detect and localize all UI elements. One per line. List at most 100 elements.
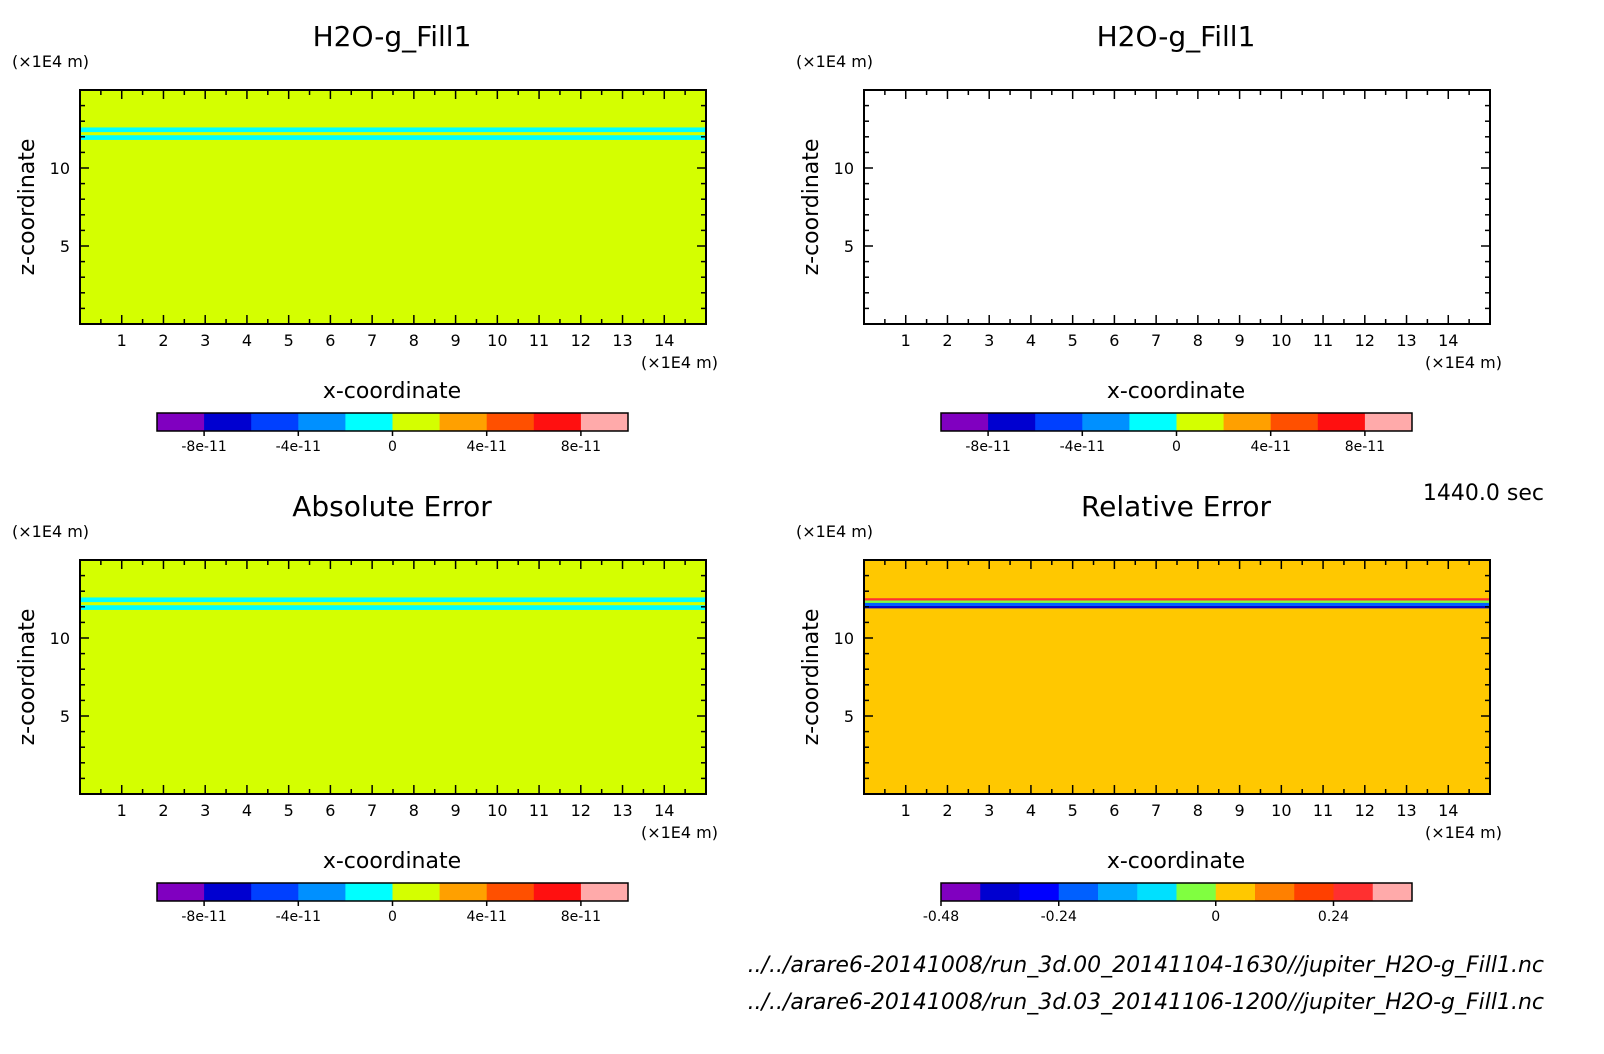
x-tick-label: 1: [901, 331, 911, 350]
x-tick-label: 12: [571, 801, 591, 820]
colorbar-swatch: [1137, 883, 1177, 901]
x-tick-label: 14: [1438, 801, 1458, 820]
colorbar-swatch: [1255, 883, 1295, 901]
x-tick-label: 7: [1151, 801, 1161, 820]
x-unit-label: (×1E4 m): [1425, 353, 1502, 372]
y-tick-label: 5: [60, 707, 70, 726]
x-tick-label: 3: [984, 801, 994, 820]
colorbar-swatch: [580, 413, 629, 431]
data-band-4: [864, 606, 1490, 609]
x-tick-label: 10: [1271, 801, 1291, 820]
chart-panel-2: H2O-g_Fill1(×1E4 m)1 2 3 4 5 6 7 8 9 10 11 12 13 14(×…: [796, 20, 1502, 455]
colorbar-swatch: [486, 883, 535, 901]
colorbar-label: -8e-11: [181, 909, 226, 925]
colorbar-swatch: [251, 883, 299, 901]
colorbar-label: -4e-11: [1060, 439, 1105, 455]
x-tick-label: 12: [571, 331, 591, 350]
x-tick-label: 2: [158, 331, 168, 350]
x-tick-label: 5: [1068, 331, 1078, 350]
x-tick-label: 11: [1313, 801, 1333, 820]
colorbar-swatch: [1270, 413, 1319, 431]
colorbar-swatch: [298, 413, 346, 431]
x-tick-label: 8: [409, 801, 419, 820]
colorbar-label: 0: [1211, 909, 1220, 925]
x-tick-label: 4: [1026, 801, 1036, 820]
x-tick-label: 7: [367, 801, 377, 820]
y-tick-label: 5: [60, 237, 70, 256]
colorbar-label: -8e-11: [181, 439, 226, 455]
x-tick-label: 1: [901, 801, 911, 820]
x-axis-label: x-coordinate: [1107, 849, 1245, 874]
x-tick-label: 10: [1271, 331, 1291, 350]
colorbar-label: -4e-11: [276, 439, 321, 455]
x-tick-label: 4: [1026, 331, 1036, 350]
colorbar-label: 8e-11: [1345, 439, 1385, 455]
x-tick-label: 6: [325, 801, 335, 820]
x-tick-label: 2: [942, 331, 952, 350]
y-unit-label: (×1E4 m): [796, 522, 873, 541]
y-unit-label: (×1E4 m): [12, 52, 89, 71]
x-tick-label: 7: [1151, 331, 1161, 350]
x-tick-label: 9: [1235, 801, 1245, 820]
chart-panel-3: Absolute Error(×1E4 m)1 2 3 4 5 6 7 8 9 10 11 12 13 1…: [12, 490, 718, 925]
colorbar-swatch: [1082, 413, 1130, 431]
data-band-1: [864, 598, 1490, 601]
x-tick-label: 5: [284, 801, 294, 820]
y-tick-label: 10: [50, 629, 70, 648]
colorbar-frame: [940, 882, 1413, 902]
x-tick-label: 3: [200, 801, 210, 820]
data-band-2: [864, 600, 1490, 603]
colorbar-swatch: [941, 413, 989, 431]
colorbar-label: 0: [388, 909, 397, 925]
y-axis-label: z-coordinate: [15, 139, 40, 276]
y-axis-label: z-coordinate: [799, 609, 824, 746]
x-tick-label: 8: [1193, 331, 1203, 350]
colorbar-label: 0: [388, 439, 397, 455]
x-tick-label: 3: [200, 331, 210, 350]
chart-title: Absolute Error: [292, 490, 492, 523]
x-tick-label: 7: [367, 331, 377, 350]
x-tick-label: 3: [984, 331, 994, 350]
x-tick-label: 13: [1396, 801, 1416, 820]
colorbar-label: 0.24: [1318, 909, 1349, 925]
x-tick-label: 13: [612, 331, 632, 350]
colorbar-swatch: [157, 413, 205, 431]
y-tick-label: 5: [844, 707, 854, 726]
colorbar-label: 8e-11: [561, 909, 601, 925]
x-axis-label: x-coordinate: [1107, 379, 1245, 404]
x-tick-label: 9: [451, 801, 461, 820]
chart-title: Relative Error: [1081, 490, 1272, 523]
x-tick-label: 8: [409, 331, 419, 350]
colorbar-swatch: [1098, 883, 1138, 901]
data-band-2: [80, 605, 706, 610]
plot-area: [864, 90, 1490, 324]
y-axis-label: z-coordinate: [799, 139, 824, 276]
x-tick-label: 8: [1193, 801, 1203, 820]
x-tick-label: 5: [1068, 801, 1078, 820]
x-tick-label: 2: [158, 801, 168, 820]
x-axis-label: x-coordinate: [323, 379, 461, 404]
data-band-3: [864, 602, 1490, 607]
colorbar-label: -0.24: [1041, 909, 1077, 925]
x-tick-label: 6: [1109, 331, 1119, 350]
colorbar-label: 4e-11: [1251, 439, 1291, 455]
chart-title: H2O-g_Fill1: [313, 20, 472, 53]
x-tick-label: 9: [1235, 331, 1245, 350]
x-tick-label: 11: [529, 801, 549, 820]
plot-area: [864, 560, 1490, 794]
colorbar-swatch: [157, 883, 205, 901]
colorbar-swatch: [533, 413, 582, 431]
x-tick-label: 5: [284, 331, 294, 350]
colorbar-label: 0: [1172, 439, 1181, 455]
x-tick-label: 14: [654, 801, 674, 820]
data-band-1: [80, 597, 706, 603]
x-tick-label: 14: [1438, 331, 1458, 350]
chart-title: H2O-g_Fill1: [1097, 20, 1256, 53]
colorbar-swatch: [345, 413, 393, 431]
colorbar-label: -4e-11: [276, 909, 321, 925]
x-tick-label: 12: [1355, 331, 1375, 350]
x-tick-label: 6: [1109, 801, 1119, 820]
y-axis-label: z-coordinate: [15, 609, 40, 746]
x-unit-label: (×1E4 m): [641, 823, 718, 842]
colorbar-swatch: [1294, 883, 1334, 901]
